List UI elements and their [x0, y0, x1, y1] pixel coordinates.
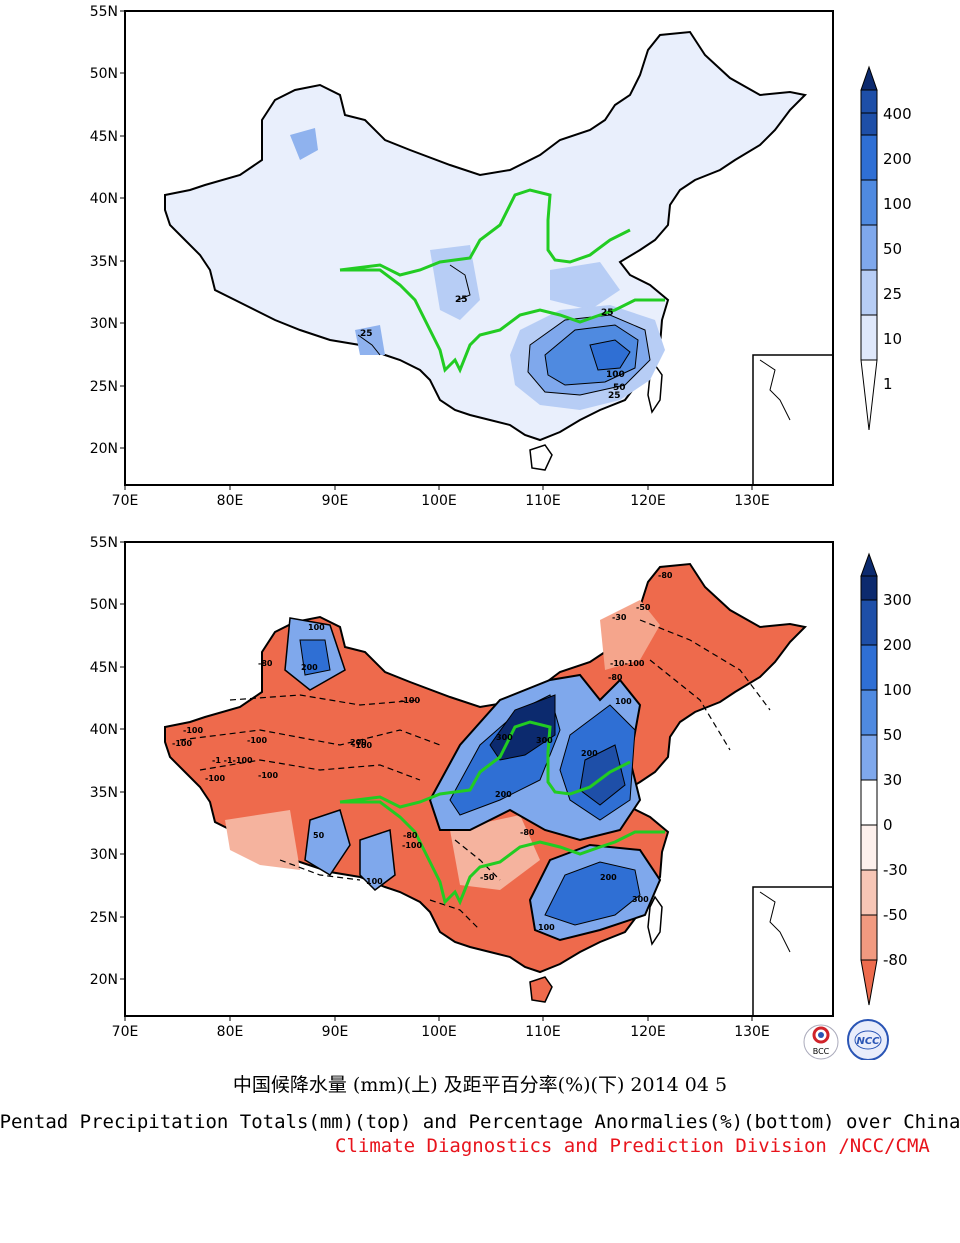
lat-label: 25N: [90, 379, 118, 395]
contour-label: -100: [352, 741, 372, 750]
contour-label: 200: [600, 873, 617, 882]
lat-label: 55N: [90, 535, 118, 551]
contour-label: 300: [536, 736, 553, 745]
ncc-logo: NCC: [847, 1019, 889, 1060]
contour-label: 100: [606, 370, 625, 380]
yangtze-river: [340, 268, 665, 374]
colorbar-label: -50: [883, 906, 908, 924]
contour-label: 300: [496, 733, 513, 742]
bcc-logo: BCC: [803, 1024, 839, 1060]
bottom-anomaly-map: 100 200 -80 -100 -100 -100 -100 -100 -1 …: [90, 535, 912, 1060]
contour-label: -50: [480, 873, 495, 882]
lon-label: 130E: [734, 493, 770, 509]
contour-label: 25: [455, 295, 468, 305]
contour-label: -100: [205, 774, 225, 783]
colorbar-label: 200: [883, 636, 912, 654]
lat-label: 35N: [90, 785, 118, 801]
colorbar-label: -30: [883, 861, 908, 879]
lon-label: 90E: [322, 493, 349, 509]
contour-label: -100: [402, 841, 422, 850]
colorbar-top: [860, 65, 878, 431]
contour-label: -80: [658, 571, 673, 580]
lat-label: 35N: [90, 254, 118, 270]
colorbar-label: 10: [883, 330, 902, 348]
lon-label: 110E: [525, 493, 561, 509]
lat-label: 20N: [90, 972, 118, 988]
contour-label: 25: [608, 391, 621, 401]
contour-label: 300: [632, 895, 649, 904]
lon-label: 70E: [112, 1024, 139, 1040]
hainan-island: [529, 444, 553, 471]
contour-label: 200: [495, 790, 512, 799]
lon-label: 70E: [112, 493, 139, 509]
contour-label: 25: [601, 308, 614, 318]
contour-label: -10-100: [610, 659, 645, 668]
lat-label: 45N: [90, 129, 118, 145]
colorbar-label: 100: [883, 195, 912, 213]
contour-label: -30: [612, 613, 627, 622]
english-title: Pentad Precipitation Totals(mm)(top) and…: [0, 1111, 960, 1133]
colorbar-label: 1: [883, 375, 893, 393]
contour-label: -80: [520, 828, 535, 837]
contour-label: 100: [366, 877, 383, 886]
contour-label: 100: [308, 623, 325, 632]
lon-label: 100E: [421, 493, 457, 509]
contour-label: -50: [636, 603, 651, 612]
colorbar-label: 25: [883, 285, 902, 303]
colorbar-label: 300: [883, 591, 912, 609]
contour-label: -80: [608, 673, 623, 682]
lat-label: 55N: [90, 4, 118, 20]
top-precip-map: 25 25 25 100 50 25 55N 50N 45N 40N 35N 3…: [90, 4, 912, 509]
lat-label: 30N: [90, 847, 118, 863]
contour-label: 200: [350, 738, 367, 747]
lat-label: 50N: [90, 66, 118, 82]
lon-label: 100E: [421, 1024, 457, 1040]
contour-label: -80: [403, 831, 418, 840]
contour-label: -100: [258, 771, 278, 780]
lat-label: 25N: [90, 910, 118, 926]
contour-label: -100: [400, 696, 420, 705]
credit-line: Climate Diagnostics and Prediction Divis…: [335, 1135, 930, 1157]
contour-label: -100: [183, 726, 203, 735]
colorbar-label: -80: [883, 951, 908, 969]
lon-label: 120E: [630, 1024, 666, 1040]
colorbar-label: 50: [883, 240, 902, 258]
lon-label: 90E: [322, 1024, 349, 1040]
ncc-logo-text: NCC: [856, 1036, 880, 1047]
colorbar-label: 400: [883, 105, 912, 123]
chinese-title: 中国候降水量 (mm)(上) 及距平百分率(%)(下) 2014 04 5: [232, 1074, 728, 1096]
colorbar-label: 30: [883, 771, 902, 789]
contour-label: -1 -1-100: [212, 756, 253, 765]
contour-label: -100: [172, 739, 192, 748]
colorbar-label: 0: [883, 816, 893, 834]
lat-label: 30N: [90, 316, 118, 332]
yellow-river: [339, 188, 631, 277]
contour-label: 200: [581, 749, 598, 758]
contour-label: 100: [615, 697, 632, 706]
lat-label: 50N: [90, 597, 118, 613]
colorbar-label: 200: [883, 150, 912, 168]
contour-label: 100: [538, 923, 555, 932]
lon-label: 80E: [217, 1024, 244, 1040]
contour-label: -100: [247, 736, 267, 745]
lat-label: 40N: [90, 722, 118, 738]
lon-label: 80E: [217, 493, 244, 509]
contour-label: 200: [301, 663, 318, 672]
contour-label: 25: [360, 329, 373, 339]
lon-label: 130E: [734, 1024, 770, 1040]
colorbar-label: 100: [883, 681, 912, 699]
lat-label: 40N: [90, 191, 118, 207]
lat-label: 20N: [90, 441, 118, 457]
contour-label: 50: [613, 383, 626, 393]
contour-label: 50: [313, 831, 325, 840]
colorbar-bottom: [860, 552, 878, 1006]
lon-label: 120E: [630, 493, 666, 509]
contour-label: -80: [258, 659, 273, 668]
colorbar-label: 50: [883, 726, 902, 744]
bcc-logo-text: BCC: [813, 1047, 830, 1056]
lat-label: 45N: [90, 660, 118, 676]
lon-label: 110E: [525, 1024, 561, 1040]
